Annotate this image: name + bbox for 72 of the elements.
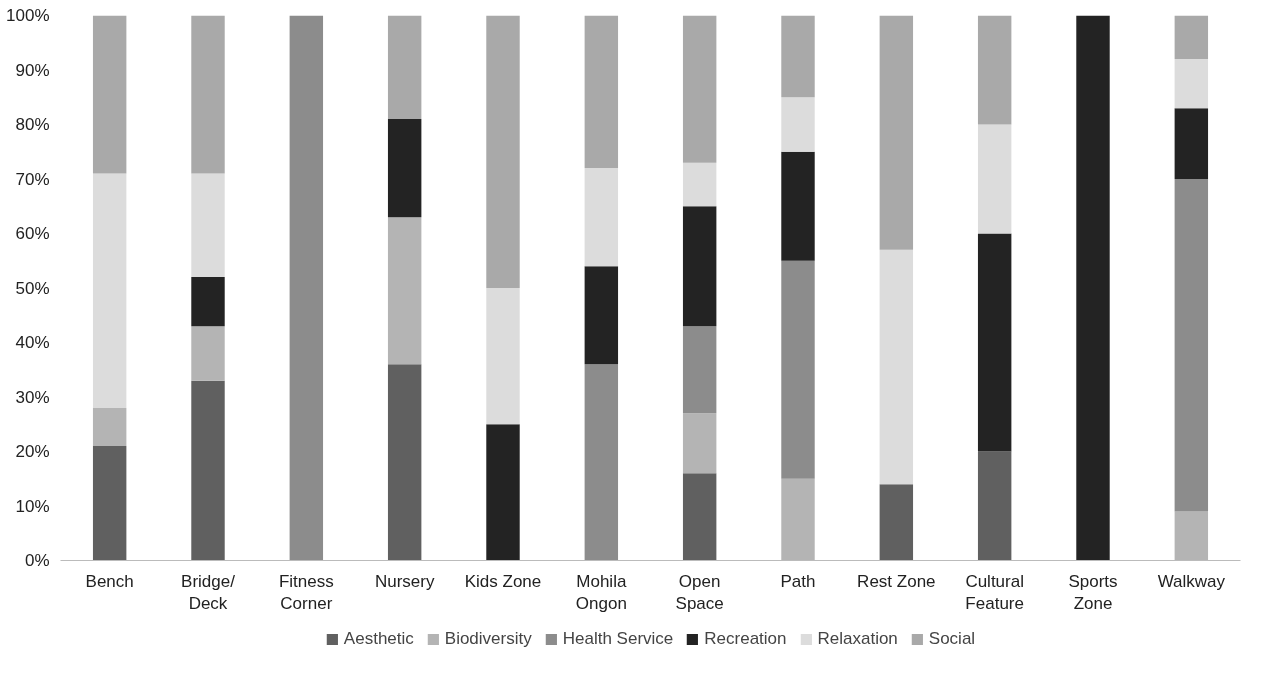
bar bbox=[191, 173, 225, 278]
bar bbox=[682, 326, 717, 414]
x-tick-label: Bench bbox=[85, 571, 134, 591]
bar bbox=[977, 124, 1012, 234]
x-tick-label: Cultural Feature bbox=[965, 571, 1024, 614]
bar bbox=[781, 15, 815, 98]
bar bbox=[289, 15, 324, 561]
y-tick-label: 10% bbox=[15, 496, 50, 516]
bar bbox=[781, 97, 815, 152]
bar bbox=[191, 277, 225, 327]
bar bbox=[191, 326, 225, 381]
x-tick-label: Sports Zone bbox=[1068, 571, 1118, 614]
bar bbox=[1174, 15, 1209, 60]
y-tick-label: 90% bbox=[15, 60, 50, 80]
bar bbox=[486, 288, 520, 425]
bar bbox=[1174, 59, 1209, 109]
bar bbox=[486, 15, 520, 288]
bar bbox=[92, 407, 127, 447]
bar bbox=[879, 15, 914, 250]
bar bbox=[191, 15, 225, 174]
bar bbox=[486, 424, 520, 561]
x-tick-label: Kids Zone bbox=[464, 571, 542, 591]
bar bbox=[92, 15, 127, 174]
x-tick-label: Nursery bbox=[374, 571, 435, 591]
bar bbox=[1174, 108, 1209, 179]
bar bbox=[92, 446, 127, 561]
bar bbox=[1076, 15, 1110, 561]
bar bbox=[682, 473, 717, 561]
bar bbox=[584, 266, 619, 365]
x-tick-label: Rest Zone bbox=[857, 571, 936, 591]
bar bbox=[191, 380, 225, 561]
bar bbox=[1174, 179, 1209, 512]
bar bbox=[387, 217, 422, 365]
bar bbox=[977, 451, 1012, 561]
x-tick-label: Open Space bbox=[675, 571, 724, 614]
bar bbox=[682, 413, 717, 474]
bar bbox=[879, 249, 914, 485]
y-tick-label: 60% bbox=[15, 224, 50, 243]
x-tick-label: Fitness Corner bbox=[278, 571, 334, 614]
legend-label: Recreation bbox=[704, 628, 787, 649]
x-tick-label: Mohila Ongon bbox=[575, 571, 627, 614]
y-tick-label: 0% bbox=[24, 551, 50, 570]
legend-label: Relaxation bbox=[817, 628, 898, 649]
x-tick-label: Walkway bbox=[1157, 571, 1226, 591]
legend-label: Aesthetic bbox=[343, 628, 414, 649]
bar bbox=[584, 364, 619, 561]
bar bbox=[781, 260, 815, 479]
legend-label: Biodiversity bbox=[444, 628, 532, 649]
y-tick-label: 70% bbox=[15, 169, 50, 189]
bar bbox=[387, 364, 422, 561]
bar bbox=[584, 168, 619, 267]
y-tick-label: 80% bbox=[15, 115, 50, 134]
bar bbox=[977, 15, 1012, 125]
bar bbox=[387, 119, 422, 218]
bar bbox=[682, 206, 717, 327]
legend-label: Health Service bbox=[562, 628, 674, 649]
y-tick-label: 50% bbox=[15, 278, 50, 298]
y-tick-label: 40% bbox=[15, 333, 50, 352]
bar bbox=[682, 162, 717, 207]
bar bbox=[879, 484, 914, 561]
bar bbox=[584, 15, 619, 169]
y-tick-label: 20% bbox=[15, 442, 50, 461]
bar bbox=[682, 15, 717, 163]
bar bbox=[387, 15, 422, 120]
x-tick-label: Path bbox=[780, 571, 816, 591]
bar bbox=[92, 173, 127, 408]
bar bbox=[977, 233, 1012, 452]
bar bbox=[781, 151, 815, 261]
legend-label: Social bbox=[928, 628, 976, 649]
y-tick-label: 100% bbox=[6, 6, 50, 25]
y-tick-label: 30% bbox=[15, 387, 50, 407]
x-tick-label: Bridge/ Deck bbox=[181, 571, 236, 614]
